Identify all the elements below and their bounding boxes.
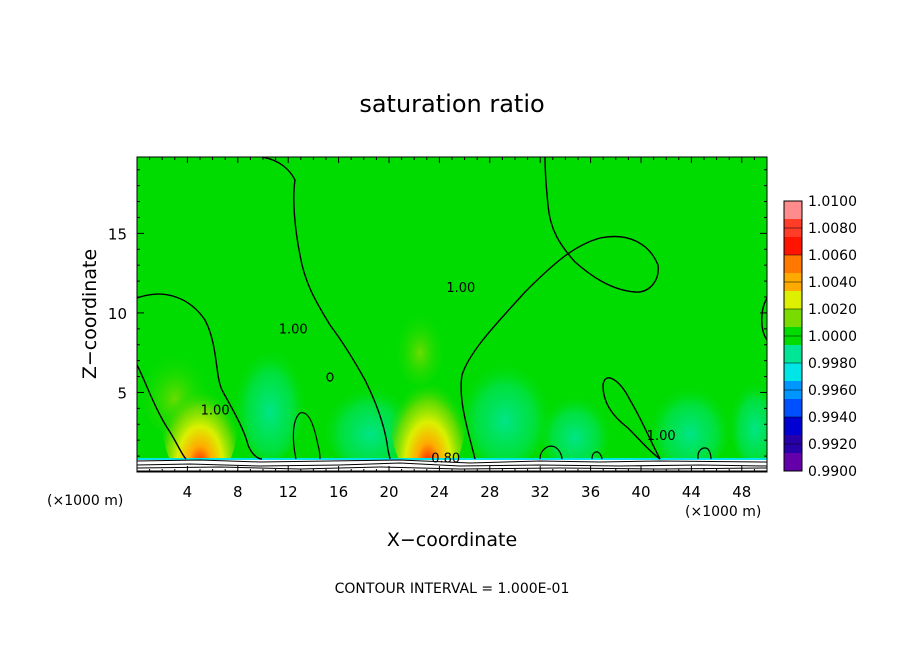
x-tick-label: 12 (279, 483, 298, 501)
hot-anomaly (390, 345, 466, 472)
x-tick-label: 8 (233, 483, 243, 501)
y-tick-label: 15 (108, 225, 127, 243)
chart-title: saturation ratio (359, 90, 544, 118)
contour-line (761, 297, 767, 341)
colorbar-label: 0.9900 (808, 464, 857, 480)
y-tick-label: 10 (108, 305, 127, 323)
colorbar-label: 0.9980 (808, 356, 857, 372)
x-tick-label: 20 (379, 483, 398, 501)
cool-anomaly (540, 390, 610, 470)
colorbar-label: 1.0020 (808, 302, 857, 318)
colorbar-label: 1.0000 (808, 329, 857, 345)
x-axis-label: X−coordinate (387, 529, 517, 551)
contour-line (539, 445, 563, 460)
cool-anomaly (235, 340, 305, 460)
x-tick-label: 44 (682, 483, 701, 501)
plot-area: 1.00 1.00 1.00 1.00 0.80 (137, 157, 767, 472)
x-unit-left: (×1000 m) (47, 493, 123, 509)
cool-anomaly (730, 375, 767, 465)
colorbar-label: 1.0100 (808, 194, 857, 210)
contour-label: 0.80 (431, 451, 460, 466)
x-tick-label: 16 (329, 483, 348, 501)
y-tick-label: 5 (117, 384, 127, 402)
contour-label: 1.00 (647, 429, 676, 444)
x-tick-label: 32 (531, 483, 550, 501)
contour-line (261, 157, 391, 460)
contour-label: 1.00 (201, 404, 230, 419)
contour-line (326, 372, 334, 382)
contour-line (460, 157, 659, 460)
colorbar: 1.0100 1.0080 1.0060 1.0040 1.0020 1.0000 0.99… (783, 194, 857, 480)
x-tick-label: 28 (480, 483, 499, 501)
colorbar-label: 1.0040 (808, 275, 857, 291)
colorbar-swatch (784, 417, 802, 436)
colorbar-swatch (784, 291, 802, 310)
x-tick-label: 24 (430, 483, 449, 501)
contour-line (591, 451, 603, 460)
surface-contour (137, 466, 767, 470)
contour-labels: 1.00 1.00 1.00 1.00 0.80 (201, 281, 676, 466)
contour-label: 1.00 (446, 281, 475, 296)
surface-contour (137, 459, 767, 464)
y-axis-label: Z−coordinate (79, 249, 101, 379)
contour-line (137, 364, 187, 460)
colorbar-label: 1.0060 (808, 248, 857, 264)
colorbar-swatch (784, 345, 802, 364)
colorbar-label: 0.9940 (808, 410, 857, 426)
x-tick-label: 4 (183, 483, 193, 501)
colorbar-swatch (784, 363, 802, 382)
contour-line (292, 412, 321, 460)
cool-anomaly (460, 355, 550, 465)
colorbar-swatch (784, 255, 802, 274)
colorbar-label: 1.0080 (808, 221, 857, 237)
contour-label: 1.00 (279, 323, 308, 338)
contour-line (137, 293, 263, 460)
colorbar-swatch (784, 309, 802, 328)
colorbar-label: 0.9960 (808, 383, 857, 399)
cool-anomaly (650, 380, 730, 470)
x-axis: 4 8 12 16 20 24 28 32 36 40 44 48 (149, 157, 755, 501)
colorbar-swatch (784, 453, 802, 472)
contour-interval-note: CONTOUR INTERVAL = 1.000E-01 (335, 581, 570, 597)
colorbar-label: 0.9920 (808, 437, 857, 453)
y-axis: 5 10 15 (108, 169, 767, 457)
colorbar-swatch (784, 399, 802, 418)
contour-line (697, 447, 712, 460)
colorbar-swatch (784, 237, 802, 256)
hot-anomaly (162, 355, 238, 472)
x-tick-label: 36 (581, 483, 600, 501)
colorbar-swatch (784, 201, 802, 220)
surface-contour (137, 462, 767, 467)
x-unit-right: (×1000 m) (685, 504, 761, 520)
x-tick-label: 48 (732, 483, 751, 501)
x-tick-label: 40 (631, 483, 650, 501)
contour-line (602, 377, 661, 460)
